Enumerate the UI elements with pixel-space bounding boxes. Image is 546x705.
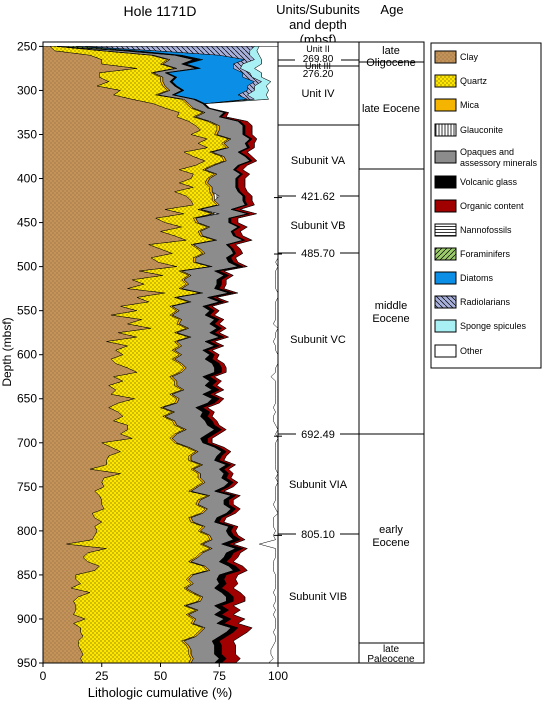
age-late-paleocene-line-2: Paleocene [367,654,415,665]
legend-label-foraminifers: Foraminifers [460,249,511,259]
subunit-vc-label: Subunit VC [290,334,346,346]
legend-swatch-opaques-and-assessory-minerals [434,150,457,164]
legend-swatch-other [434,344,457,358]
x-tick-label: 25 [95,669,109,683]
x-tick-label: 50 [154,669,168,683]
legend-label-diatoms: Diatoms [460,273,494,283]
y-tick-label: 350 [17,127,37,141]
x-axis-label: Lithologic cumulative (%) [88,685,233,700]
y-tick-label: 500 [17,260,37,274]
age-late-oligocene-line-2: Oligocene [366,57,416,69]
legend-label-nannofossils: Nannofossils [460,225,512,235]
subunit-vb-label: Subunit VB [290,220,345,232]
legend-swatch-clay [434,50,457,64]
boundary-label-bg [296,528,340,540]
legend-label-radiolarians: Radiolarians [460,297,511,307]
age-column: late Oligocene late Eocene middle Eocene… [358,41,425,665]
legend-label-clay: Clay [460,52,479,62]
age-column-frame [358,41,425,664]
chart-title: Hole 1171D [124,3,197,19]
legend-swatch-sponge-spicules [434,319,457,333]
y-tick-label: 300 [17,83,37,97]
legend-label-organic-content: Organic content [460,201,524,211]
legend-swatch-volcanic-glass [434,175,457,189]
legend-label-other: Other [460,346,483,356]
legend-label-quartz: Quartz [460,76,488,86]
age-middle-eocene-line-1: middle [375,300,407,312]
x-tick-label: 75 [213,669,227,683]
subunit-via-label: Subunit VIA [289,479,348,491]
legend-swatch-organic-content [434,199,457,213]
legend-label-opaques-and-assessory-minerals: assessory minerals [460,158,538,168]
unit-iii-label: Unit III [305,61,331,71]
y-tick-label: 900 [17,612,37,626]
y-tick-label: 400 [17,172,37,186]
y-tick-label: 600 [17,348,37,362]
legend-swatch-glauconite [434,123,457,137]
y-tick-label: 700 [17,436,37,450]
y-tick-label: 950 [17,656,37,670]
subunit-va-label: Subunit VA [291,155,346,167]
x-tick-label: 100 [268,669,288,683]
boundary-depth-421-62: 421.62 [301,191,335,203]
units-column: Unit II 269.80 Unit III 276.20 Unit IV S… [274,41,360,664]
age-header: Age [380,2,403,17]
legend-label-mica: Mica [460,100,479,110]
y-tick-label: 650 [17,392,37,406]
legend-swatch-foraminifers [434,247,457,261]
y-axis-label: Depth (mbsf) [0,317,14,386]
boundary-depth-485-70: 485.70 [301,248,335,260]
units-header-line-1: Units/Subunits [276,2,360,17]
legend: Clay Quartz Mica Glauconite Opaques andasses… [430,42,542,369]
x-tick-label: 0 [40,669,47,683]
age-late-oligocene-line-1: late [382,45,400,57]
boundary-depth-805-10: 805.10 [301,529,335,541]
boundary-label-bg [296,190,340,202]
y-tick-label: 450 [17,216,37,230]
legend-swatch-radiolarians [434,295,457,309]
y-tick-label: 250 [17,39,37,53]
age-early-eocene-line-2: Eocene [372,537,409,549]
boundary-depth-276-20: 276.20 [303,69,334,80]
legend-swatch-nannofossils [434,223,457,237]
boundary-label-bg [296,428,340,440]
legend-label-volcanic-glass: Volcanic glass [460,177,518,187]
age-late-eocene: late Eocene [362,103,420,115]
unit-ii-label: Unit II [306,44,330,54]
y-tick-label: 550 [17,304,37,318]
units-column-frame [277,41,360,664]
legend-swatch-mica [434,98,457,112]
legend-swatch-diatoms [434,271,457,285]
units-header-line-2: and depth [289,17,347,32]
boundary-label-bg [296,247,340,259]
boundary-depth-692-49: 692.49 [301,429,335,441]
age-late-paleocene-line-1: late [383,644,400,655]
boundary-label-bg [295,54,341,64]
unit-iv-label: Unit IV [301,88,335,100]
y-tick-label: 800 [17,524,37,538]
y-tick-label: 750 [17,480,37,494]
legend-label-glauconite: Glauconite [460,125,503,135]
legend-label-sponge-spicules: Sponge spicules [460,321,527,331]
boundary-depth-269-80: 269.80 [303,54,334,65]
subunit-vib-label: Subunit VIB [289,591,347,603]
x-axis: 0 25 50 75 100 [40,663,288,683]
legend-swatch-quartz [434,74,457,88]
age-middle-eocene-line-2: Eocene [372,313,409,325]
plot-area [42,46,279,664]
age-early-eocene-line-1: early [379,524,403,536]
legend-label-opaques-and-assessory-minerals: Opaques and [460,147,514,157]
y-tick-label: 850 [17,568,37,582]
y-axis: 250 300 350 400 450 500 550 600 650 700 750 800 850 9… [17,39,43,670]
